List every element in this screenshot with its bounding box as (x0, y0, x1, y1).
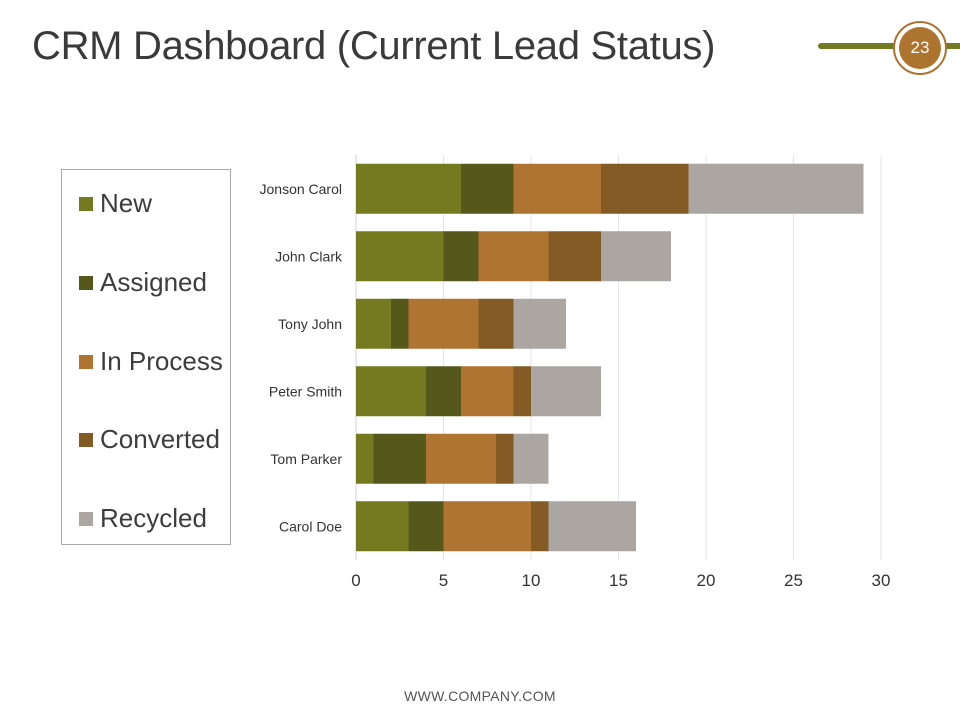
legend-swatch-recycled (79, 512, 93, 526)
x-tick-label-25: 25 (784, 571, 803, 590)
category-label-2: Tony John (278, 316, 342, 332)
bar-assigned-2 (391, 298, 409, 349)
category-label-0: Jonson Carol (260, 181, 343, 197)
bar-new-3 (356, 366, 426, 417)
x-tick-label-30: 30 (872, 571, 891, 590)
title-accent-line (818, 43, 960, 49)
category-label-5: Carol Doe (279, 518, 342, 534)
bar-recycled-0 (688, 163, 864, 214)
bar-in-process-0 (513, 163, 601, 214)
footer-website: WWW.COMPANY.COM (404, 688, 556, 704)
bar-in-process-5 (443, 501, 531, 552)
legend-swatch-in-process (79, 355, 93, 369)
bar-new-4 (356, 433, 374, 484)
legend-label-assigned: Assigned (100, 267, 207, 297)
bar-new-1 (356, 231, 444, 282)
chart-legend: New Assigned In Process Converted Recycl… (61, 169, 231, 545)
page-number-badge: 23 (893, 21, 947, 75)
bar-new-5 (356, 501, 409, 552)
bar-converted-0 (601, 163, 689, 214)
category-label-3: Peter Smith (269, 383, 342, 399)
legend-label-in-process: In Process (100, 346, 223, 376)
bar-in-process-1 (478, 231, 549, 282)
bar-in-process-2 (408, 298, 479, 349)
bar-new-2 (356, 298, 391, 349)
bar-assigned-0 (461, 163, 514, 214)
x-tick-label-15: 15 (609, 571, 628, 590)
category-label-4: Tom Parker (270, 451, 342, 467)
bar-recycled-5 (548, 501, 636, 552)
bar-converted-2 (478, 298, 514, 349)
bar-assigned-1 (443, 231, 479, 282)
legend-label-recycled: Recycled (100, 503, 207, 533)
bar-recycled-3 (531, 366, 601, 417)
x-tick-label-20: 20 (697, 571, 716, 590)
bar-assigned-5 (408, 501, 444, 552)
slide-title: CRM Dashboard (Current Lead Status) (32, 24, 716, 68)
category-label-1: John Clark (275, 248, 343, 264)
bar-converted-1 (548, 231, 601, 282)
legend-label-converted: Converted (100, 424, 220, 454)
page-number: 23 (899, 27, 941, 69)
bar-recycled-1 (601, 231, 671, 282)
bar-new-0 (356, 163, 461, 214)
legend-label-new: New (100, 188, 153, 218)
x-tick-label-0: 0 (351, 571, 360, 590)
bar-converted-5 (531, 501, 549, 552)
legend-swatch-assigned (79, 276, 93, 290)
bar-recycled-4 (513, 433, 549, 484)
bar-assigned-3 (426, 366, 461, 417)
bar-converted-3 (513, 366, 531, 417)
x-tick-label-10: 10 (522, 571, 541, 590)
bar-recycled-2 (513, 298, 566, 349)
bar-in-process-3 (461, 366, 514, 417)
bar-converted-4 (496, 433, 514, 484)
legend-swatch-new (79, 197, 93, 211)
bar-assigned-4 (373, 433, 426, 484)
x-tick-label-5: 5 (439, 571, 448, 590)
bar-in-process-4 (426, 433, 496, 484)
legend-swatch-converted (79, 433, 93, 447)
